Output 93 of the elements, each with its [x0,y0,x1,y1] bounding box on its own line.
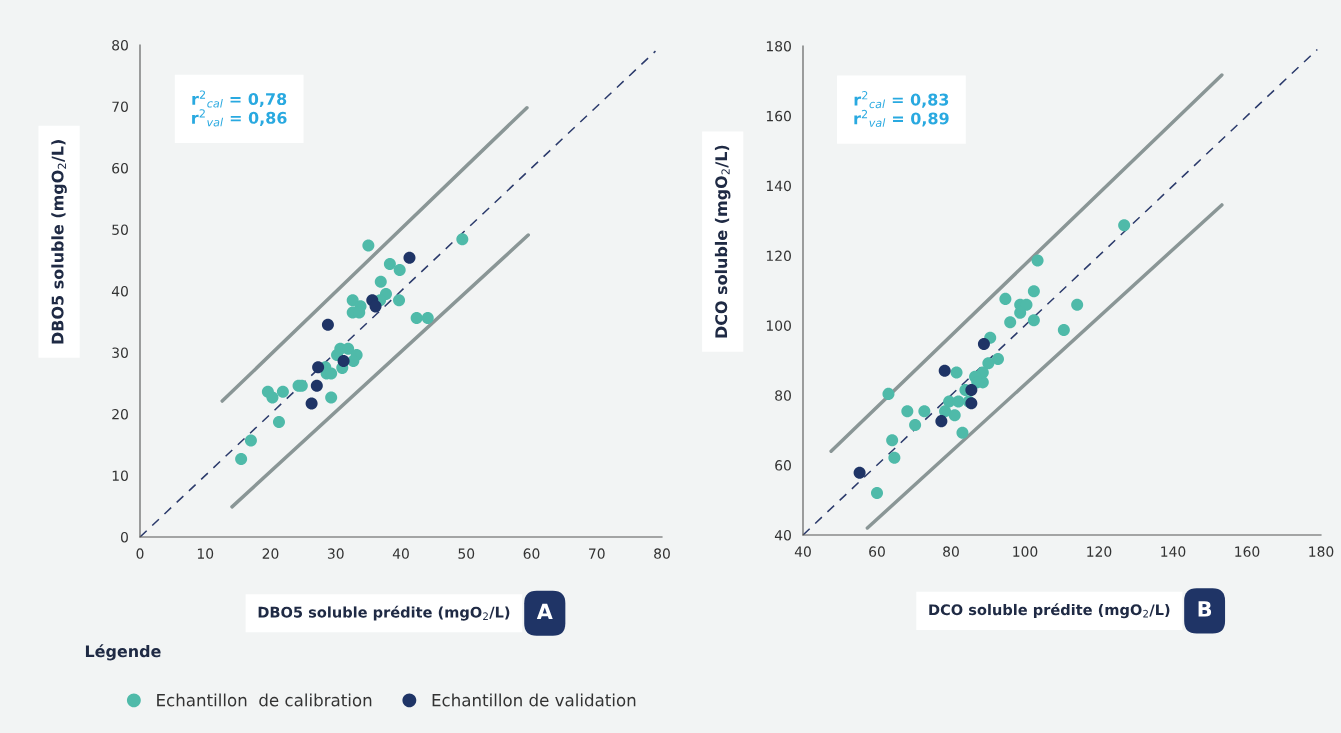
y-tick-label: 10 [112,470,128,481]
y-tick-label: 100 [766,320,791,331]
y-tick-label: 60 [112,162,128,174]
x-axis-title: DBO5 soluble prédite (mgO$_{2}$/L) [258,605,510,621]
point [1031,254,1044,267]
y-tick-label: 160 [766,110,791,122]
y-tick-label: 20 [112,408,128,420]
x-tick-label: 40 [392,548,409,559]
point [421,312,434,325]
y-tick-label: 40 [111,285,128,297]
point [312,361,325,374]
x-tick-label: 60 [523,548,540,559]
point [244,434,257,447]
point [337,355,350,368]
point [1118,219,1131,232]
point [982,357,995,370]
text: r$^{2}$$_{cal}$ = 0,83 r$^{2}$$_{val}$ = 0,89 [854,91,949,128]
point [362,239,375,252]
point [991,352,1004,365]
point [977,337,990,350]
point [888,451,901,464]
point [952,395,965,408]
x-tick-label: 0 [136,548,144,559]
x-tick-label: 60 [869,546,885,557]
point [305,397,318,410]
point [1057,323,1070,336]
point [310,379,323,392]
point [374,275,387,288]
point [1071,298,1084,311]
legend-label: Echantillon de calibration [157,693,372,707]
point [909,418,922,431]
text: A [536,603,553,620]
point [935,415,948,428]
point [369,300,382,313]
point [393,294,406,307]
y-tick-label: 80 [775,390,791,401]
point [321,318,334,331]
y-tick-label: 140 [766,180,791,192]
point [965,384,978,397]
x-tick-label: 10 [197,548,214,559]
point [882,387,895,400]
point [456,233,469,246]
y-axis-title: DCO soluble (mgO$_{2}$/L) [714,145,731,338]
point [901,405,914,418]
y-tick-label: 180 [766,40,791,52]
point [410,312,423,325]
point [948,409,961,422]
x-tick-label: 30 [327,548,344,559]
point [272,415,285,429]
text: r$^{2}$$_{cal}$ = 0,78 r$^{2}$$_{val}$ = 0,86 [192,90,287,127]
point [346,294,359,307]
point [383,257,396,270]
point [870,487,884,500]
point [918,405,931,418]
x-tick-label: 160 [1235,546,1260,557]
x-tick-label: 80 [654,548,670,559]
point [276,385,289,398]
x-tick-label: 50 [458,548,475,559]
point [235,452,248,465]
x-tick-label: 140 [1161,546,1186,557]
y-tick-label: 70 [112,101,128,112]
point [950,366,963,379]
y-tick-label: 120 [766,250,791,262]
y-tick-label: 40 [774,529,791,541]
point [1027,285,1040,298]
x-tick-label: 180 [1309,546,1334,557]
y-tick-label: 0 [120,531,128,543]
x-tick-label: 20 [262,548,279,559]
x-tick-label: 120 [1087,546,1112,557]
y-tick-label: 60 [775,460,791,471]
x-tick-label: 80 [943,546,959,557]
legend-label: Echantillon de validation [432,693,636,707]
point [393,264,406,277]
point [325,391,338,404]
x-tick-label: 70 [589,548,605,559]
y-tick-label: 80 [112,39,128,51]
point [886,434,899,447]
x-tick-label: 40 [794,546,811,557]
point [999,292,1012,305]
point [266,391,279,404]
x-tick-label: 100 [1013,546,1038,557]
point [853,466,866,479]
text: B [1198,601,1212,617]
y-tick-label: 30 [112,347,128,358]
y-axis-title: DBO5 soluble (mgO$_{2}$/L) [51,140,67,344]
point [938,364,951,377]
point [956,426,969,439]
point [403,251,416,264]
point [1027,314,1040,327]
point [1004,316,1017,329]
legend-title: Légende [85,644,161,661]
x-axis-title: DCO soluble prédite (mgO$_{2}$/L) [929,603,1170,619]
y-tick-label: 50 [112,224,128,235]
